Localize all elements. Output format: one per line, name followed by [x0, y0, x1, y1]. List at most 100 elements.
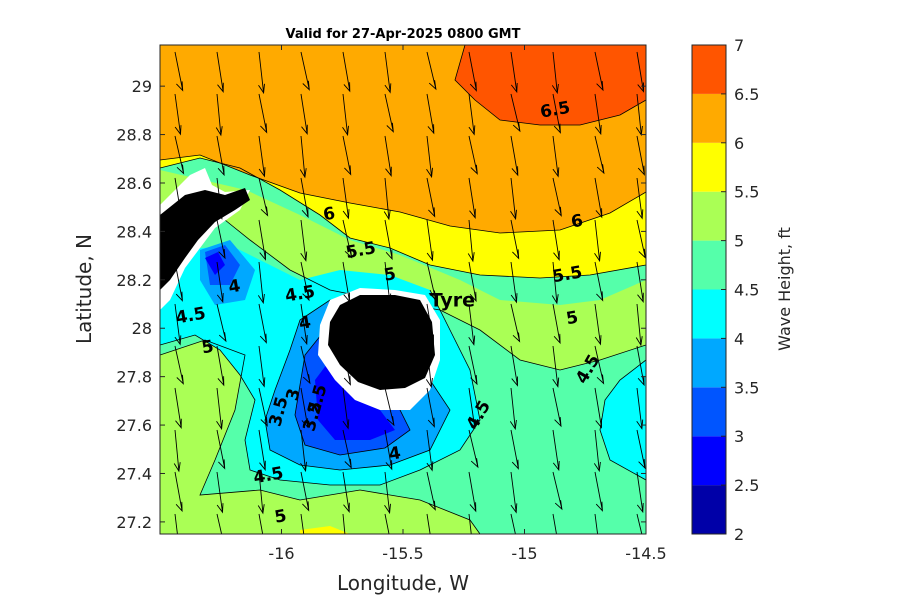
wind-arrow [258, 513, 264, 534]
wind-arrow [594, 93, 602, 136]
wind-arrow [594, 513, 599, 534]
wind-arrow [426, 219, 434, 262]
band-4-4.5-east [600, 360, 646, 480]
wind-arrow [510, 219, 520, 260]
wind-arrow [299, 135, 307, 179]
wind-arrow [300, 513, 305, 534]
wind-arrow [174, 471, 183, 513]
colorbar-tick-label: 4 [734, 329, 744, 348]
wind-arrow [510, 93, 521, 133]
wind-arrow [468, 345, 478, 386]
wind-arrow [384, 93, 394, 133]
band-6.5-7 [455, 45, 646, 125]
x-tick-label: -14.5 [625, 544, 666, 563]
place-label: Tyre [430, 289, 475, 311]
wind-arrow [510, 471, 518, 514]
chart-title: Valid for 27-Apr-2025 0800 GMT [286, 27, 521, 42]
wind-arrow [510, 345, 518, 387]
wind-arrow [384, 135, 392, 177]
wind-arrow [342, 93, 349, 137]
wind-arrow [342, 135, 352, 176]
wind-arrow [258, 51, 265, 95]
wind-arrow [468, 51, 477, 92]
wind-arrow [636, 513, 643, 534]
wind-arrow [342, 177, 350, 220]
wind-arrow [216, 345, 225, 387]
wind-arrow [342, 429, 352, 469]
wind-arrow [300, 261, 310, 302]
land-masses [160, 168, 440, 410]
wind-arrow [216, 261, 224, 304]
y-tick-label: 29 [132, 77, 152, 96]
wind-arrow [300, 429, 307, 473]
wind-arrow [341, 303, 349, 347]
wind-arrow [383, 177, 391, 221]
contour-label: 5 [382, 264, 397, 286]
wind-arrow [174, 345, 184, 385]
wind-arrow [174, 303, 182, 346]
wind-arrow [258, 345, 266, 388]
colorbar-swatch [692, 142, 726, 192]
wind-arrow [342, 219, 353, 259]
wind-arrow [384, 513, 390, 534]
wind-arrow [300, 93, 308, 135]
colorbar-swatch [692, 93, 726, 143]
wind-arrow [468, 177, 476, 219]
x-axis-ticks: -16 -15.5 -15 -14.5 [268, 45, 667, 563]
wind-arrow [300, 51, 310, 91]
wind-arrow [426, 429, 434, 472]
wind-arrow [468, 135, 478, 175]
wind-arrow [552, 303, 561, 345]
wind-arrow [216, 387, 223, 431]
wind-arrow [636, 429, 646, 470]
band-2.5-3-west [205, 252, 225, 275]
contour-label: 3 [282, 386, 304, 403]
y-tick-label: 28 [132, 319, 152, 338]
wind-arrow [552, 429, 560, 472]
wind-arrow [426, 471, 436, 511]
colorbar-tick-label: 3 [734, 427, 744, 446]
colorbar-tick-label: 7 [734, 36, 744, 55]
wind-arrow [174, 261, 183, 302]
wind-arrow [426, 261, 437, 301]
wind-arrow [258, 387, 268, 427]
colorbar-swatch [692, 485, 726, 534]
wind-arrow [636, 177, 644, 220]
wind-arrow [174, 177, 182, 219]
wind-arrow [594, 51, 604, 92]
wind-arrow [594, 261, 604, 302]
wind-arrows [173, 51, 646, 534]
wind-arrow [426, 303, 434, 345]
wind-arrow [300, 303, 308, 346]
wind-arrow [384, 219, 393, 261]
wind-arrow [636, 219, 646, 259]
wind-arrow [594, 345, 605, 385]
y-tick-label: 28.2 [116, 271, 152, 290]
wind-arrow [174, 51, 184, 92]
wind-arrow [215, 93, 223, 137]
wind-arrow [384, 471, 391, 515]
wind-arrow [426, 135, 433, 179]
wind-arrow [216, 219, 226, 260]
colorbar-tick-label: 5.5 [734, 183, 759, 202]
wind-arrow [552, 471, 563, 511]
wind-arrow [257, 261, 265, 305]
y-tick-label: 27.8 [116, 368, 152, 387]
wind-arrow [300, 177, 309, 219]
wind-arrow [174, 135, 185, 175]
wind-arrow [636, 261, 644, 303]
wind-arrow [594, 219, 601, 263]
colorbar-tick-label: 5 [734, 232, 744, 251]
wind-arrow [300, 219, 308, 262]
wind-arrow [510, 261, 518, 304]
y-tick-label: 27.2 [116, 513, 152, 532]
wind-arrow [594, 387, 602, 429]
wind-arrow [594, 471, 603, 512]
y-axis-ticks: 27.2 27.4 27.6 27.8 28 28.2 28.4 28.6 28.8 29 [116, 77, 646, 532]
y-tick-label: 28.6 [116, 174, 152, 193]
colorbar-label: Wave Height, ft [775, 227, 794, 351]
wind-arrow [468, 429, 479, 469]
contour-label: 5 [565, 308, 580, 330]
wind-arrow [258, 219, 266, 261]
